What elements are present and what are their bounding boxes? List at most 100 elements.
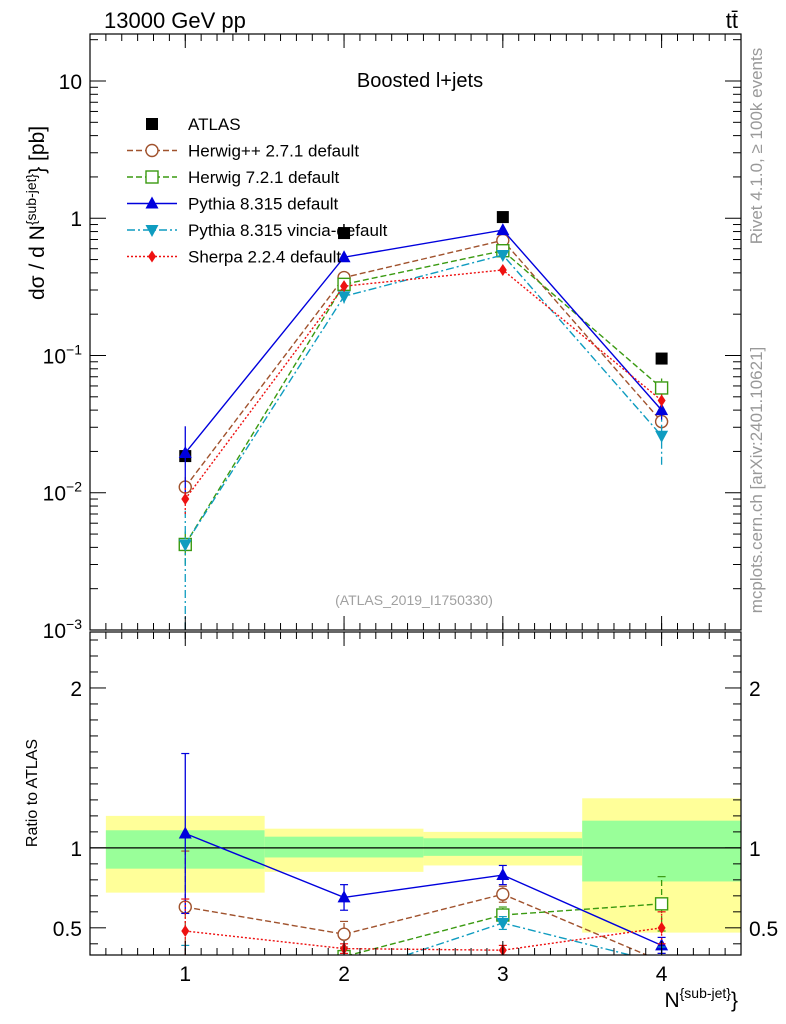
x-tick-label: 3 <box>497 963 509 986</box>
x-label-n: N <box>664 989 679 1012</box>
y-tick-base: 10 <box>43 483 66 506</box>
legend-entry-herwig-2-7-1-default: Herwig++ 2.7.1 default <box>127 142 359 161</box>
main-y-axis-label: dσ / d N{sub-jet}} [pb] <box>23 126 49 300</box>
legend-marker <box>145 225 159 237</box>
data-point <box>337 250 351 263</box>
y-tick-label: 10 <box>59 71 82 94</box>
ratio-axis-ticks: 0.5 0.5 1 1 2 2 1 2 3 4 <box>53 632 778 986</box>
y-tick-exponent: −3 <box>66 616 82 632</box>
y-label-superscript: {sub-jet} <box>23 173 39 225</box>
y-tick-label: 1 <box>70 208 82 231</box>
ratio-point <box>181 925 190 938</box>
y-tick-base: 10 <box>43 345 66 368</box>
header-process-label: tt̄ <box>726 8 738 33</box>
data-point <box>498 263 507 276</box>
ratio-y-tick-label-left: 0.5 <box>53 918 82 941</box>
x-tick-label: 4 <box>656 963 668 986</box>
legend-entry-atlas: ATLAS <box>146 115 241 134</box>
series-line <box>184 269 663 500</box>
uncertainty-band-inner <box>423 838 583 856</box>
data-point <box>655 352 668 365</box>
analysis-watermark: (ATLAS_2019_I1750330) <box>335 592 493 608</box>
chart-title: Boosted l+jets <box>357 70 483 92</box>
series-pythia-8-315-default <box>178 223 669 503</box>
main-data-layer <box>178 211 669 630</box>
series-atlas <box>179 211 668 463</box>
legend-label: Herwig 7.2.1 default <box>188 168 339 187</box>
ratio-y-tick-label-right: 1 <box>749 838 761 861</box>
data-point <box>340 280 349 293</box>
legend-marker <box>148 250 156 263</box>
x-axis-label: N{sub-jet}} <box>664 985 738 1012</box>
data-point <box>496 223 510 236</box>
data-point <box>181 493 190 506</box>
legend-marker <box>145 143 159 158</box>
y-tick-base: 1 <box>70 208 82 231</box>
series-herwig-7-2-1-default <box>178 244 669 565</box>
ratio-series-sherpa-2-2-4-default <box>181 898 666 955</box>
x-label-brace: } <box>731 989 738 1012</box>
legend-entry-sherpa-2-2-4-default: Sherpa 2.2.4 default <box>127 248 341 267</box>
y-tick-label: 10−3 <box>43 616 83 643</box>
ratio-point <box>337 890 351 903</box>
data-point <box>654 381 669 395</box>
data-point <box>655 403 669 416</box>
legend-label: ATLAS <box>188 115 241 134</box>
ratio-y-tick-label-left: 2 <box>70 678 82 701</box>
legend-marker <box>145 196 159 209</box>
data-point <box>337 291 351 304</box>
legend-label: Pythia 8.315 vincia-default <box>188 221 388 240</box>
header-energy-label: 13000 GeV pp <box>104 8 246 33</box>
data-point <box>657 394 666 407</box>
ratio-data-layer <box>90 752 741 955</box>
ratio-line <box>185 832 662 947</box>
ratio-y-tick-label-right: 0.5 <box>749 918 778 941</box>
data-point <box>655 430 669 443</box>
legend: ATLAS Herwig++ 2.7.1 default Herwig 7.2.1 … <box>127 115 388 267</box>
ratio-y-axis-label: Ratio to ATLAS <box>24 739 41 847</box>
legend-marker <box>146 118 158 130</box>
ratio-point <box>496 887 510 901</box>
series-line <box>184 254 663 545</box>
legend-label: Pythia 8.315 default <box>188 195 339 214</box>
y-label-suffix: } [pb] <box>26 126 49 174</box>
series-line <box>184 239 663 488</box>
uncertainty-band-inner <box>264 836 424 858</box>
ratio-point <box>657 921 666 934</box>
ratio-point <box>178 826 192 839</box>
ratio-point <box>496 868 510 881</box>
y-tick-exponent: −2 <box>66 479 82 495</box>
rivet-version-label: Rivet 4.1.0, ≥ 100k events <box>747 48 766 244</box>
main-frame <box>89 33 742 631</box>
legend-entry-pythia-8-315-vincia-default: Pythia 8.315 vincia-default <box>127 221 388 240</box>
x-tick-label: 1 <box>179 963 191 986</box>
data-point <box>338 227 351 240</box>
uncertainty-band-inner <box>582 820 741 882</box>
mcplots-reference-label: mcplots.cern.ch [arXiv:2401.10621] <box>747 347 766 613</box>
ratio-y-tick-label-left: 1 <box>70 838 82 861</box>
y-tick-label: 10−2 <box>43 479 83 506</box>
ratio-point <box>496 918 510 931</box>
series-line <box>184 229 663 454</box>
series-line <box>184 249 663 545</box>
ratio-y-tick-label-right: 2 <box>749 678 761 701</box>
legend-label: Herwig++ 2.7.1 default <box>188 142 359 161</box>
series-sherpa-2-2-4-default <box>181 263 666 515</box>
series-herwig-2-7-1-default <box>178 233 669 500</box>
y-label-prefix: dσ / d N <box>26 225 49 300</box>
legend-marker <box>145 170 159 184</box>
data-point <box>178 539 192 552</box>
ratio-point <box>654 897 669 911</box>
y-tick-base: 10 <box>43 620 66 643</box>
legend-entry-pythia-8-315-default: Pythia 8.315 default <box>127 195 339 214</box>
x-label-superscript: {sub-jet} <box>680 985 732 1001</box>
ratio-point <box>337 927 351 941</box>
x-tick-label: 2 <box>338 963 350 986</box>
data-point <box>178 445 192 458</box>
ratio-panel: 0.5 0.5 1 1 2 2 1 2 3 4 Ratio to ATLAS N{sub-jet}… <box>24 631 778 1012</box>
data-point <box>496 249 510 262</box>
legend-entry-herwig-7-2-1-default: Herwig 7.2.1 default <box>127 168 339 187</box>
y-tick-label: 10−1 <box>43 341 83 368</box>
